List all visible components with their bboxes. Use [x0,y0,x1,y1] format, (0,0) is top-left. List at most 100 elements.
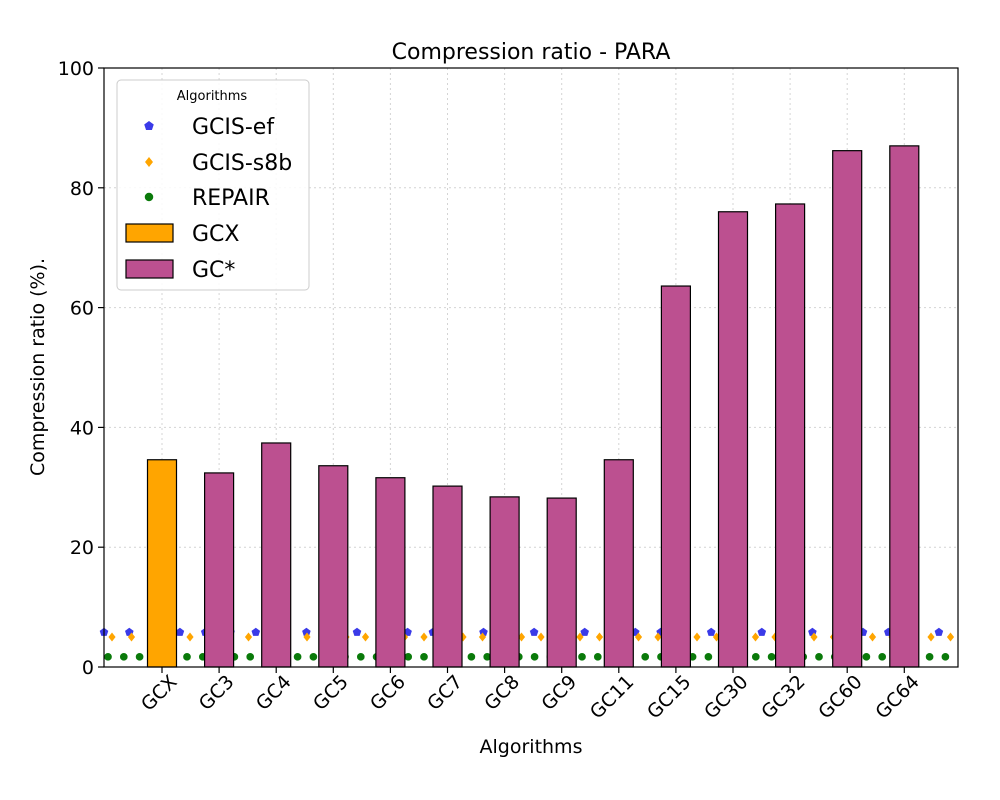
marker-repair [578,652,586,661]
legend-marker-gcis-s8b [145,157,153,167]
marker-repair [135,652,144,661]
marker-gcis-ef [529,627,539,636]
legend-label: GCIS-ef [192,115,275,140]
marker-gcis-s8b [186,632,194,642]
marker-repair [862,652,871,661]
marker-gcis-s8b [537,632,545,642]
marker-gcis-s8b [517,632,526,642]
bar-gc4 [261,442,292,668]
marker-repair [767,652,776,661]
marker-gcis-s8b [127,632,136,642]
marker-gcis-ef [479,627,488,636]
marker-repair [104,652,112,661]
marker-gcis-s8b [946,632,955,642]
bar-gc7 [432,485,463,668]
marker-gcis-s8b [303,632,311,642]
marker-repair [356,652,365,661]
x-tick-label: GC32 [757,671,809,723]
marker-gcis-s8b [420,632,428,642]
marker-repair [878,652,887,661]
marker-repair [420,652,428,661]
marker-gcis-ef [757,627,767,636]
marker-gcis-s8b [595,632,604,642]
x-tick-label: GC15 [643,671,695,723]
x-tick-label: GC60 [814,671,866,723]
marker-gcis-s8b [868,632,877,642]
legend: Algorithms GCIS-ef GCIS-s8b REPAIR GCX GC* [116,79,310,291]
legend-swatch-gc* [125,259,174,279]
marker-gcis-ef [352,627,362,636]
marker-repair [925,652,934,661]
plot-area-frame [103,67,959,668]
marker-gcis-s8b [576,632,584,642]
marker-gcis-ef [302,627,311,636]
marker-repair [593,652,602,661]
x-tick-label: GC3 [195,671,239,715]
x-tick-label: GC4 [252,671,296,715]
marker-repair [483,652,492,661]
marker-repair [309,652,318,661]
marker-repair [246,652,255,661]
bar-gc30 [717,211,749,668]
bar-gc64 [889,145,920,668]
marker-gcis-s8b [244,632,253,642]
bar-gc8 [489,496,520,668]
marker-repair [467,652,476,661]
marker-repair [119,652,128,661]
y-axis-label: Compression ratio (%). [27,258,49,476]
marker-repair [293,652,302,661]
bar-gc32 [774,203,806,668]
marker-gcis-s8b [634,632,643,642]
x-axis-ticks: GCX GC3 GC4 GC5 GC6 GC7 GC8 GC9 GC11 GC15 GC30 GC32… [137,667,924,723]
marker-gcis-ef [934,627,944,636]
marker-repair [530,652,539,661]
bar-gc5 [318,465,349,668]
bar-gc60 [832,150,863,668]
marker-gcis-s8b [654,632,662,642]
marker-repair [641,652,650,661]
marker-repair [815,652,823,661]
marker-gcis-ef [706,627,716,636]
bar-gc9 [546,497,577,668]
x-tick-label: GCX [137,671,182,716]
legend-title: Algorithms [177,89,248,104]
marker-repair [704,652,713,661]
marker-gcis-ef [580,627,589,636]
x-tick-label: GC5 [309,671,353,715]
y-axis-ticks: 0 20 40 60 80 100 [58,58,104,679]
bar-gcx [146,459,178,668]
marker-gcis-s8b [108,632,116,642]
marker-gcis-s8b [693,632,701,642]
y-tick-label: 0 [82,657,94,679]
bars [146,145,920,668]
marker-gcis-s8b [361,632,370,642]
marker-gcis-ef [251,627,261,636]
y-tick-label: 40 [70,417,94,439]
legend-marker-gcis-ef [144,121,154,131]
x-tick-label: GC30 [700,671,752,723]
x-tick-label: GC7 [423,671,467,715]
chart-title: Compression ratio - PARA [392,40,671,65]
marker-gcis-s8b [810,632,818,642]
marker-gcis-s8b [478,632,487,642]
marker-repair [751,652,760,661]
marker-repair [941,652,950,661]
marker-gcis-s8b [927,632,935,642]
x-tick-label: GC11 [586,671,638,723]
marker-repair [183,652,191,661]
marker-repair [404,652,413,661]
x-tick-label: GC8 [480,671,524,715]
x-tick-label: GC6 [366,671,410,715]
bar-gc3 [204,472,235,668]
x-tick-label: GC9 [537,671,581,715]
legend-swatch-gcx [125,223,174,243]
legend-label: REPAIR [192,186,270,211]
bar-gc11 [603,459,634,668]
legend-label: GCX [192,222,239,247]
legend-marker-repair [144,192,154,202]
legend-label: GC* [192,258,235,283]
y-tick-label: 80 [70,178,94,200]
marker-gcis-s8b [751,632,760,642]
bar-gc6 [375,477,406,668]
